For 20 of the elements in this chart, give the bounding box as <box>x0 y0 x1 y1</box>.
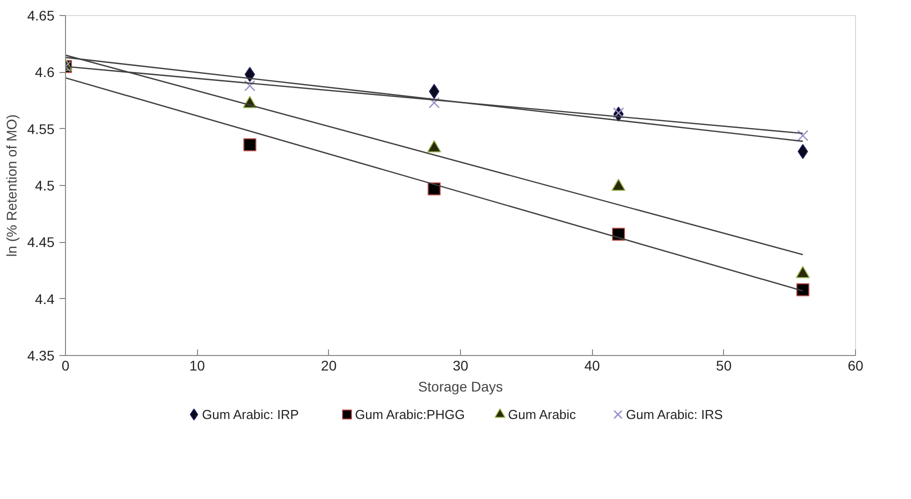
y-axis-title: ln (% Retention of MO) <box>3 114 20 257</box>
y-tick-label: 4.6 <box>35 64 55 80</box>
y-tick-label: 4.45 <box>27 234 55 250</box>
x-tick-label: 10 <box>189 358 206 374</box>
x-tick-label: 20 <box>321 358 337 374</box>
legend-label: Gum Arabic:PHGG <box>355 407 465 422</box>
x-axis-title: Storage Days <box>418 378 503 394</box>
x-tick-label: 40 <box>584 358 600 374</box>
y-tick-label: 4.55 <box>27 120 55 137</box>
x-tick-label: 60 <box>848 358 864 374</box>
y-tick-label: 4.65 <box>27 8 55 24</box>
y-tick-label: 4.5 <box>35 178 55 194</box>
x-tick-label: 30 <box>452 358 468 374</box>
x-tick-label: 0 <box>62 358 70 374</box>
legend-label: Gum Arabic: IRS <box>626 407 724 422</box>
legend-label: Gum Arabic <box>508 407 576 422</box>
x-tick-label: 50 <box>716 358 732 374</box>
legend-label: Gum Arabic: IRP <box>202 407 299 422</box>
y-tick-label: 4.4 <box>35 290 55 307</box>
y-tick-label: 4.35 <box>27 348 55 364</box>
